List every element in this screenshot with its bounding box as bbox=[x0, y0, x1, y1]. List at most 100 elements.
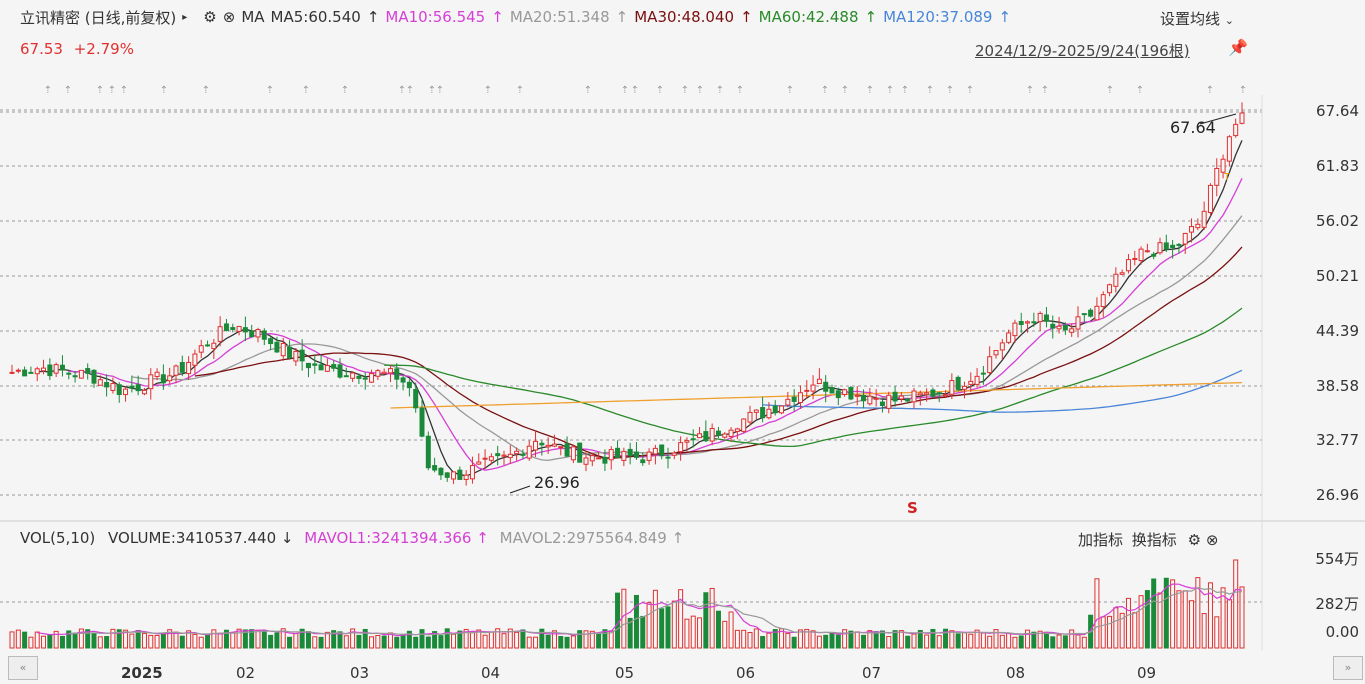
ma5-line bbox=[37, 140, 1243, 477]
candle-body bbox=[1050, 323, 1056, 329]
candle-body bbox=[772, 405, 778, 414]
ma60-value: MA60:42.488 bbox=[758, 8, 859, 26]
candle-body bbox=[589, 455, 595, 462]
volume-bar bbox=[299, 628, 305, 649]
ma-label: MA bbox=[241, 8, 265, 26]
candle-body bbox=[564, 443, 570, 457]
volume-bar bbox=[514, 631, 520, 649]
volume-bar bbox=[955, 633, 961, 649]
candle-body bbox=[879, 401, 885, 406]
close-circle-icon[interactable]: ⊗ bbox=[222, 8, 236, 26]
volume-axis-label: 282万 bbox=[1315, 595, 1359, 613]
candle-body bbox=[1144, 250, 1150, 253]
volume-bar bbox=[135, 630, 141, 649]
candle-body bbox=[930, 389, 936, 397]
mavol5-line bbox=[37, 583, 1243, 637]
gear-icon[interactable]: ⚙ bbox=[1187, 531, 1202, 549]
volume-bar bbox=[154, 634, 160, 649]
volume-bar bbox=[873, 631, 879, 649]
switch-indicator-button[interactable]: 换指标 bbox=[1131, 531, 1177, 549]
scroll-right-button[interactable]: » bbox=[1333, 656, 1363, 680]
candle-body bbox=[1214, 167, 1220, 186]
volume-bar bbox=[684, 618, 690, 649]
volume-bar bbox=[980, 632, 986, 649]
gear-icon[interactable]: ⚙ bbox=[203, 8, 217, 26]
candle-body bbox=[362, 377, 368, 380]
candle-body bbox=[905, 398, 911, 402]
volume-bar bbox=[533, 636, 539, 649]
event-marker: ⇡ bbox=[1106, 85, 1114, 96]
volume-bar bbox=[848, 630, 854, 649]
event-marker: ⇡ bbox=[681, 85, 689, 96]
candle-body bbox=[873, 397, 879, 400]
pin-icon[interactable]: 📌 bbox=[1228, 38, 1248, 57]
ma-settings-button[interactable]: 设置均线 ⌄ bbox=[1160, 8, 1234, 29]
vol-label[interactable]: VOL(5,10) bbox=[20, 529, 96, 547]
volume-bar bbox=[1233, 559, 1239, 649]
candle-body bbox=[406, 381, 412, 389]
s-marker[interactable]: S bbox=[907, 499, 918, 517]
ma30-value: MA30:48.040 bbox=[634, 8, 735, 26]
candle-body bbox=[1075, 316, 1081, 330]
candle-body bbox=[230, 327, 236, 330]
candle-body bbox=[728, 429, 734, 437]
candle-body bbox=[867, 395, 873, 405]
candle-body bbox=[312, 363, 318, 366]
event-marker: ⇡ bbox=[946, 85, 954, 96]
candle-body bbox=[741, 418, 747, 432]
candle-body bbox=[110, 383, 116, 391]
event-marker: ⇡ bbox=[108, 85, 116, 96]
candle-body bbox=[1151, 253, 1157, 257]
scroll-left-button[interactable]: « bbox=[8, 656, 38, 680]
candle-body bbox=[129, 385, 135, 389]
volume-bar bbox=[526, 636, 532, 649]
volume-bar bbox=[835, 634, 841, 649]
volume-bar bbox=[211, 629, 217, 649]
candles bbox=[9, 102, 1245, 486]
volume-bar bbox=[1119, 612, 1125, 649]
candle-body bbox=[539, 442, 545, 446]
volume-bar bbox=[255, 629, 261, 649]
volume-bar bbox=[507, 628, 513, 649]
t-marker[interactable]: T bbox=[1224, 172, 1231, 183]
date-range[interactable]: 2024/12/9-2025/9/24(196根) bbox=[975, 40, 1190, 61]
volume-bar bbox=[665, 606, 671, 649]
volume-bar bbox=[406, 630, 412, 649]
volume-bar bbox=[646, 602, 652, 649]
volume-bar bbox=[1220, 587, 1226, 649]
volume-bar bbox=[1107, 615, 1113, 649]
volume-bar bbox=[369, 636, 375, 649]
candle-body bbox=[848, 387, 854, 400]
time-axis-label: 2025 bbox=[121, 664, 163, 682]
triangle-right-icon[interactable]: ▸ bbox=[182, 11, 188, 23]
candle-body bbox=[217, 326, 223, 342]
volume-bar bbox=[337, 631, 343, 649]
candle-body bbox=[179, 362, 185, 373]
volume-bar bbox=[709, 587, 715, 649]
candle-body bbox=[495, 453, 501, 457]
candle-body bbox=[943, 394, 949, 397]
event-marker: ⇡ bbox=[1206, 85, 1214, 96]
add-indicator-button[interactable]: 加指标 bbox=[1078, 531, 1124, 549]
ma30-line bbox=[194, 246, 1243, 459]
volume-bar bbox=[1037, 630, 1043, 649]
volume-bar bbox=[1100, 616, 1106, 649]
current-price: 67.53 bbox=[20, 40, 63, 58]
candle-body bbox=[375, 370, 381, 377]
volume-bar bbox=[400, 633, 406, 649]
stock-title[interactable]: 立讯精密 (日线,前复权) bbox=[20, 8, 177, 27]
price-axis-label: 38.58 bbox=[1316, 377, 1359, 395]
event-marker: ⇡ bbox=[866, 85, 874, 96]
candle-body bbox=[268, 338, 274, 345]
volume-bar bbox=[905, 635, 911, 649]
volume-bar bbox=[1239, 586, 1245, 649]
volume-bar bbox=[589, 630, 595, 649]
time-axis-label: 05 bbox=[615, 664, 635, 682]
candle-body bbox=[400, 377, 406, 383]
volume-bar bbox=[753, 628, 759, 649]
close-circle-icon[interactable]: ⊗ bbox=[1205, 531, 1219, 549]
candle-body bbox=[1220, 158, 1226, 173]
indicator-header: 立讯精密 (日线,前复权) ▸ ⚙ ⊗ MA MA5:60.540 ↑ MA10:… bbox=[20, 6, 1017, 28]
volume-bar bbox=[917, 629, 923, 649]
